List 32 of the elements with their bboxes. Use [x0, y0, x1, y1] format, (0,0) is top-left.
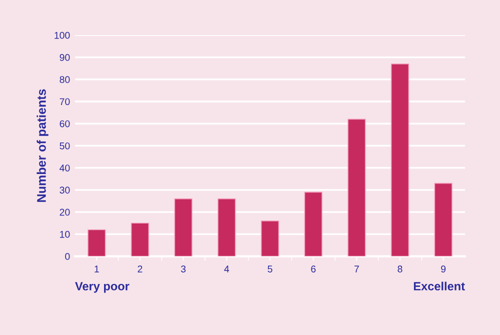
y-tick-label: 50 — [60, 142, 70, 150]
y-tick-label: 100 — [54, 32, 70, 39]
y-tick-label: 90 — [60, 54, 70, 61]
x-tick-label: 1 — [94, 266, 99, 272]
y-tick-label: 20 — [60, 208, 70, 216]
text: Excellent — [414, 282, 465, 290]
bar — [218, 198, 236, 256]
y-tick-label: 0 — [65, 253, 70, 260]
y-axis-title: Number of patients — [36, 89, 48, 202]
x-tick-label: 3 — [181, 266, 186, 272]
x-tick-label: 6 — [311, 266, 316, 272]
text: Very poor — [75, 282, 130, 293]
bar — [130, 222, 150, 256]
bar — [260, 220, 280, 256]
bar — [88, 229, 106, 256]
bar — [348, 118, 366, 256]
y-tick-label: 80 — [60, 76, 70, 84]
bar — [304, 192, 322, 256]
y-tick-label: 10 — [60, 230, 70, 238]
bar — [174, 198, 192, 256]
x-tick-label: 7 — [354, 266, 359, 272]
y-tick-label: 30 — [60, 186, 70, 194]
x-tick-label: 8 — [398, 266, 402, 272]
y-tick-label: 70 — [60, 98, 70, 106]
bar — [390, 64, 410, 256]
y-tick-label: 60 — [60, 120, 70, 128]
bar — [434, 182, 452, 256]
x-tick-label: 5 — [268, 266, 272, 272]
x-tick-label: 2 — [138, 266, 142, 272]
y-tick-label: 40 — [60, 164, 70, 172]
x-tick-label: 9 — [441, 266, 446, 272]
x-tick-label: 4 — [224, 266, 230, 272]
